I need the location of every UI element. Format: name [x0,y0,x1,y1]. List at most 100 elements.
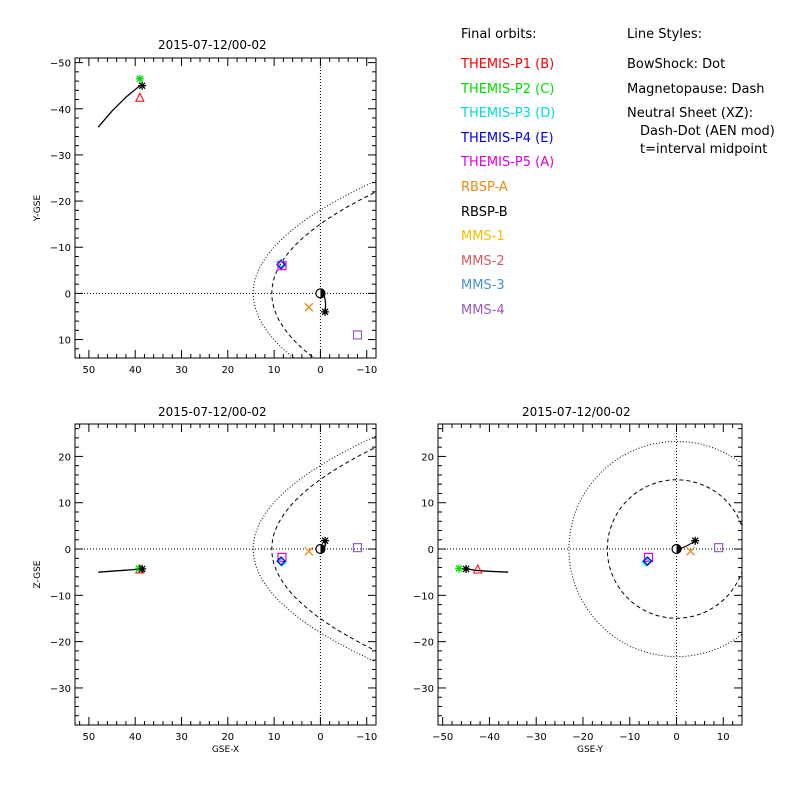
marker-themis-p1-b [135,92,145,102]
marker-mms-4 [714,543,724,553]
axes-frame [74,423,377,726]
y-tick-label: −30 [413,684,434,695]
marker-mms-4 [352,330,363,340]
y-tick-label: −10 [50,591,71,602]
legend-entry: MMS-3 [461,278,505,294]
x-tick-label: 50 [83,365,96,376]
line-styles-heading: Line Styles: [627,27,703,42]
marker-rbsp-b [691,536,700,545]
y-tick-label: −20 [50,638,71,649]
magnetopause-curve [271,191,376,358]
y-tick-label: 20 [421,452,434,463]
legend-entry: MMS-1 [461,229,505,245]
legend-entry: RBSP-B [461,204,508,220]
y-tick-label: 10 [58,336,71,347]
y-tick-label: 20 [58,452,71,463]
bowshock-curve [252,180,376,358]
marker-rbsp-b [321,536,330,545]
marker-mms-4 [352,543,363,553]
orbit-track [97,85,141,128]
y-tick-label: −30 [50,684,71,695]
legend-entry: MMS-2 [461,253,505,269]
bowshock-circle [568,440,742,658]
orbit-track [98,568,143,573]
y-tick-label: 0 [65,545,71,556]
x-tick-label: 0 [317,732,323,743]
panel-xy: 50 40 30 20 10 0 −10 −50 −40 −30 −20 −10 0 10 Y-GSE [33,57,377,376]
y-tick-label: −20 [50,197,71,208]
marker-themis-p4-e [276,556,286,566]
legend-entry: MMS-4 [461,303,505,318]
x-tick-label: −20 [572,732,593,743]
marker-themis-p5-a [277,261,287,271]
x-tick-label: 50 [83,732,96,743]
y-tick-label: −10 [50,243,71,254]
panel-xz-title: 2015-07-12/00-02 [158,405,267,419]
panel-yz-title: 2015-07-12/00-02 [522,405,631,419]
panel-xz: 50 40 30 20 10 0 −10 20 10 0 −10 −20 −30 GSE-X Z-GSE [33,423,377,755]
earth-night-side [676,544,682,554]
marker-themis-p5-a [643,552,654,562]
y-tick-label: −50 [50,59,71,70]
panel-yz: −50 −40 −30 −20 −10 0 10 20 10 0 −10 −20 −30 GSE-Y [413,423,743,755]
plot-area [438,424,742,725]
legend-entry: THEMIS-P1 (B) [461,57,555,72]
x-tick-label: −10 [356,732,377,743]
line-style-dash-dot: Dash-Dot (AEN mod) [640,124,775,139]
y-tick-label: −10 [413,591,434,602]
axes-frame [437,423,743,726]
x-tick-label: 10 [268,732,281,743]
marker-themis-p2-c [455,564,464,573]
y-tick-label: 10 [58,499,71,510]
x-axis-label: GSE-Y [577,745,604,755]
x-tick-label: 10 [717,732,730,743]
marker-themis-p4-e [642,556,653,566]
legend-entry: THEMIS-P4 (E) [461,130,554,146]
y-tick-label: −20 [413,638,434,649]
y-tick-label: 10 [421,499,434,510]
y-tick-label: 0 [428,545,434,556]
marker-themis-p2-c [135,74,144,83]
y-tick-label: 0 [65,289,71,300]
x-tick-label: 40 [129,365,142,376]
x-tick-label: 0 [317,365,323,376]
line-style-magnetopause: Magnetopause: Dash [627,82,765,97]
y-tick-label: −40 [50,105,71,116]
line-style-bowshock: BowShock: Dot [627,57,726,72]
panel-xy-title: 2015-07-12/00-02 [158,38,267,52]
marker-rbsp-a [304,302,314,312]
line-style-neutral-sheet: Neutral Sheet (XZ): [627,106,754,121]
x-tick-label: −50 [432,732,453,743]
y-tick-label: −30 [50,151,71,162]
bowshock-curve [252,435,376,663]
magnetopause-curve [271,446,376,652]
marker-themis-p1-b [472,563,483,574]
x-tick-label: −30 [526,732,547,743]
x-tick-label: 30 [175,732,188,743]
x-tick-label: −10 [619,732,640,743]
marker-themis-p5-a [277,552,287,562]
y-axis-label: Z-GSE [33,560,43,588]
earth-night-side [320,544,325,554]
legend-heading: Final orbits: [461,27,537,42]
x-axis-label: GSE-X [212,745,239,755]
magnetopause-circle [606,479,742,619]
legend-entry: RBSP-A [461,180,508,195]
legend-entry: THEMIS-P3 (D) [461,106,556,122]
axes-frame [74,57,377,359]
legend-entry: THEMIS-P2 (C) [461,81,555,97]
marker-rbsp-b [462,564,471,573]
marker-rbsp-b [321,307,330,316]
legend-entry: THEMIS-P5 (A) [461,155,555,171]
marker-rbsp-b [138,564,147,573]
x-tick-label: 40 [129,732,142,743]
orbit-track [466,568,509,573]
x-tick-label: 0 [673,732,679,743]
marker-rbsp-b [138,81,147,90]
y-axis-label: Y-GSE [33,195,43,223]
x-tick-label: 20 [221,732,234,743]
x-tick-label: 30 [175,365,188,376]
plot-area [75,58,376,358]
x-tick-label: 20 [221,365,234,376]
